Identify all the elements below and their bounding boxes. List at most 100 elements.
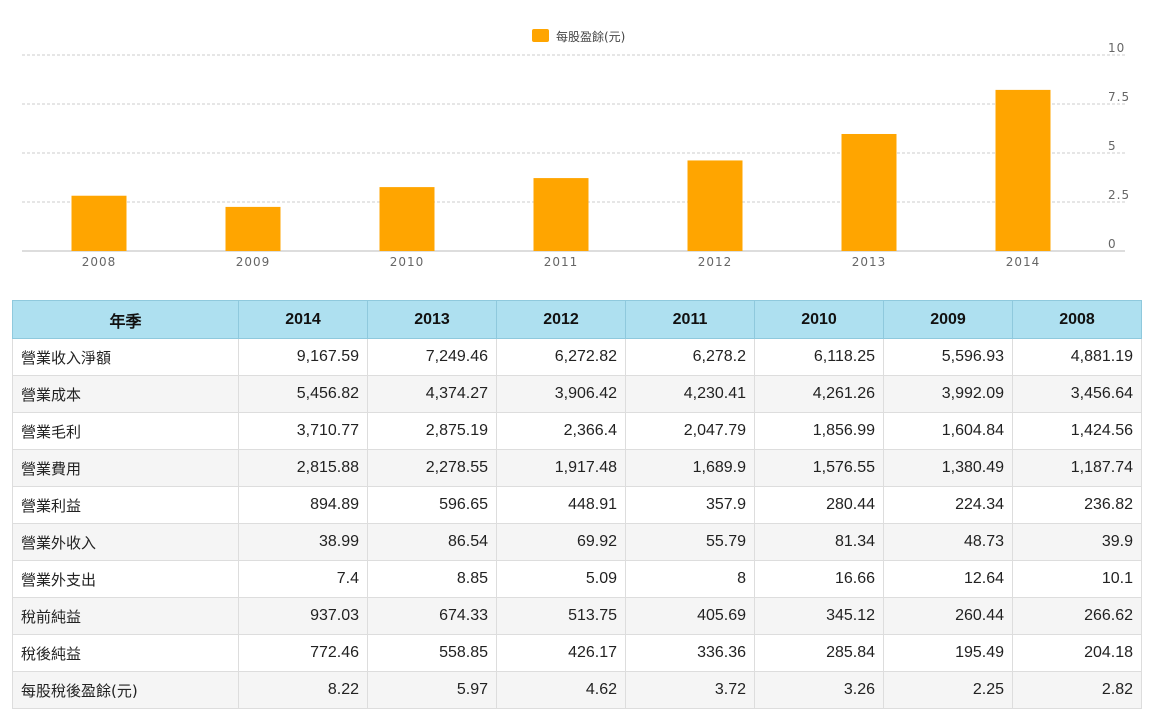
row-label: 營業利益: [12, 486, 239, 524]
table-cell: 3,456.64: [1012, 375, 1142, 413]
table-cell: 4.62: [496, 671, 626, 709]
legend-label: 每股盈餘(元): [556, 29, 625, 44]
table-cell: 1,689.9: [625, 449, 755, 487]
table-cell: 10.1: [1012, 560, 1142, 598]
table-cell: 3,992.09: [883, 375, 1013, 413]
table-cell: 5,596.93: [883, 338, 1013, 376]
table-cell: 5.09: [496, 560, 626, 598]
bar-2011[interactable]: [533, 178, 589, 251]
table-cell: 2.25: [883, 671, 1013, 709]
table-cell: 6,278.2: [625, 338, 755, 376]
table-cell: 4,261.26: [754, 375, 884, 413]
row-label: 營業費用: [12, 449, 239, 487]
table-cell: 937.03: [238, 597, 368, 635]
table-row: 營業利益 894.89 596.65 448.91 357.9 280.44 224.34 2…: [12, 486, 1142, 524]
table-row: 營業費用 2,815.88 2,278.55 1,917.48 1,689.9 1,576…: [12, 449, 1142, 487]
row-label: 營業毛利: [12, 412, 239, 450]
eps-chart-svg: 2008 2009 2010 2011 2012 2013 2014 02.557.510 …: [22, 29, 1130, 269]
table-cell: 894.89: [238, 486, 368, 524]
y-tick-label: 5: [1108, 139, 1117, 153]
bar-2014[interactable]: [995, 89, 1051, 251]
table-cell: 5,456.82: [238, 375, 368, 413]
table-cell: 3.26: [754, 671, 884, 709]
row-label: 稅後純益: [12, 634, 239, 672]
table-row: 營業收入淨額 9,167.59 7,249.46 6,272.82 6,278.2 6,1…: [12, 338, 1142, 376]
financial-table-container: 年季 2014 2013 2012 2011 2010 2009 2008 營業收入淨額 9,…: [12, 300, 1142, 709]
header-year-2010: 2010: [754, 300, 884, 339]
table-cell: 236.82: [1012, 486, 1142, 524]
table-cell: 2.82: [1012, 671, 1142, 709]
y-tick-label: 0: [1108, 237, 1117, 251]
table-cell: 596.65: [367, 486, 497, 524]
table-cell: 426.17: [496, 634, 626, 672]
header-year-2008: 2008: [1012, 300, 1142, 339]
table-cell: 6,118.25: [754, 338, 884, 376]
x-tick-label: 2009: [236, 255, 271, 269]
table-cell: 9,167.59: [238, 338, 368, 376]
table-cell: 81.34: [754, 523, 884, 561]
header-label-cell: 年季: [12, 300, 239, 339]
table-cell: 48.73: [883, 523, 1013, 561]
bar-2010[interactable]: [379, 187, 435, 251]
table-cell: 266.62: [1012, 597, 1142, 635]
table-cell: 1,380.49: [883, 449, 1013, 487]
table-cell: 448.91: [496, 486, 626, 524]
table-cell: 558.85: [367, 634, 497, 672]
row-label: 營業外收入: [12, 523, 239, 561]
table-row: 營業外支出 7.4 8.85 5.09 8 16.66 12.64 10.1: [12, 560, 1142, 598]
table-cell: 2,047.79: [625, 412, 755, 450]
table-cell: 16.66: [754, 560, 884, 598]
table-row: 營業毛利 3,710.77 2,875.19 2,366.4 2,047.79 1,856…: [12, 412, 1142, 450]
row-label: 營業成本: [12, 375, 239, 413]
table-cell: 12.64: [883, 560, 1013, 598]
x-tick-label: 2008: [82, 255, 117, 269]
header-year-2009: 2009: [883, 300, 1013, 339]
table-cell: 1,917.48: [496, 449, 626, 487]
row-label: 稅前純益: [12, 597, 239, 635]
table-cell: 5.97: [367, 671, 497, 709]
table-cell: 38.99: [238, 523, 368, 561]
table-cell: 405.69: [625, 597, 755, 635]
row-label: 營業外支出: [12, 560, 239, 598]
table-cell: 280.44: [754, 486, 884, 524]
table-cell: 2,278.55: [367, 449, 497, 487]
table-cell: 55.79: [625, 523, 755, 561]
header-year-2012: 2012: [496, 300, 626, 339]
table-header-row: 年季 2014 2013 2012 2011 2010 2009 2008: [12, 300, 1142, 339]
table-cell: 1,576.55: [754, 449, 884, 487]
table-cell: 69.92: [496, 523, 626, 561]
table-cell: 260.44: [883, 597, 1013, 635]
table-row: 稅前純益 937.03 674.33 513.75 405.69 345.12 260.44…: [12, 597, 1142, 635]
eps-bar-chart: 2008 2009 2010 2011 2012 2013 2014 0 2.5 5 7.5 10 …: [0, 0, 1149, 290]
table-cell: 39.9: [1012, 523, 1142, 561]
legend-swatch: [532, 29, 549, 42]
table-body: 營業收入淨額 9,167.59 7,249.46 6,272.82 6,278.2 6,1…: [12, 338, 1142, 709]
y-tick-label: 2.5: [1108, 188, 1130, 202]
table-cell: 195.49: [883, 634, 1013, 672]
header-year-2011: 2011: [625, 300, 755, 339]
table-cell: 345.12: [754, 597, 884, 635]
table-cell: 336.36: [625, 634, 755, 672]
table-cell: 2,815.88: [238, 449, 368, 487]
table-cell: 8: [625, 560, 755, 598]
table-cell: 4,881.19: [1012, 338, 1142, 376]
table-cell: 513.75: [496, 597, 626, 635]
table-cell: 7,249.46: [367, 338, 497, 376]
bar-2012[interactable]: [687, 160, 743, 251]
table-cell: 6,272.82: [496, 338, 626, 376]
bar-2013[interactable]: [841, 133, 897, 251]
bar-2009[interactable]: [225, 206, 281, 251]
row-label: 營業收入淨額: [12, 338, 239, 376]
table-cell: 86.54: [367, 523, 497, 561]
table-cell: 7.4: [238, 560, 368, 598]
x-tick-label: 2011: [544, 255, 579, 269]
table-cell: 3,906.42: [496, 375, 626, 413]
y-tick-label: 7.5: [1108, 90, 1130, 104]
table-cell: 1,187.74: [1012, 449, 1142, 487]
bar-2008[interactable]: [71, 195, 127, 251]
x-tick-label: 2014: [1006, 255, 1041, 269]
table-cell: 204.18: [1012, 634, 1142, 672]
x-tick-label: 2012: [698, 255, 733, 269]
table-cell: 4,374.27: [367, 375, 497, 413]
table-cell: 3,710.77: [238, 412, 368, 450]
